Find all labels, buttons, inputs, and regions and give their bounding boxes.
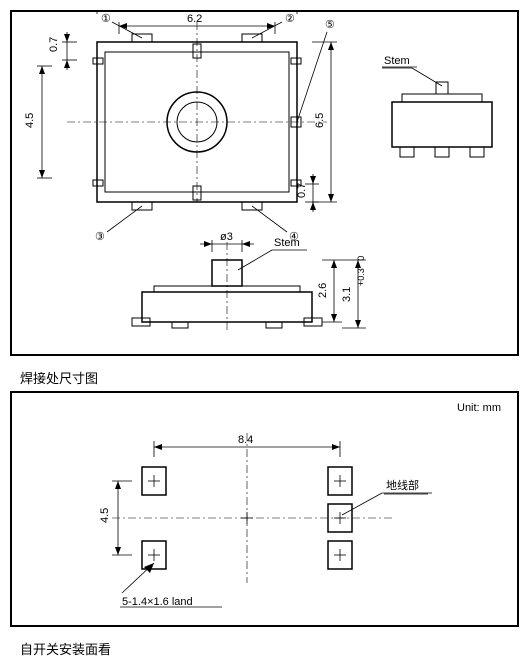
svg-text:6.5: 6.5 — [314, 113, 326, 128]
svg-text:3.1: 3.1 — [341, 287, 353, 302]
svg-text:4.5: 4.5 — [99, 508, 111, 523]
svg-text:ø3: ø3 — [220, 231, 233, 243]
pad-note: 5-1.4×1.6 land — [122, 596, 193, 608]
top-drawing-svg: ① ② ③ ④ ⑤ 8 6.2 0.7 — [12, 12, 517, 354]
pin-2: ② — [285, 13, 295, 25]
plan-view: ① ② ③ ④ ⑤ 8 6.2 0.7 — [24, 12, 337, 243]
bottom-drawing-panel: Unit: mm 8.4 — [10, 391, 519, 627]
view-label: 自开关安装面看 — [20, 639, 519, 658]
svg-text:0.7: 0.7 — [296, 183, 308, 198]
pin-callouts: ① ② ③ ④ ⑤ — [95, 13, 335, 243]
bottom-drawing-svg: Unit: mm 8.4 — [12, 393, 517, 625]
dim-3p1: 3.1 +0.3 0 — [341, 256, 366, 328]
dim-0p7-top: 0.7 — [48, 32, 77, 70]
bottom-title: 焊接处尺寸图 — [20, 368, 519, 387]
svg-text:2.6: 2.6 — [317, 283, 329, 298]
tol-text: +0.3 0 — [356, 256, 366, 286]
front-view: ø3 Stem 2.6 3.1 +0.3 0 — [132, 231, 366, 332]
land-pattern: 8.4 4.5 地线部 5-1.4×1.6 land — [99, 433, 432, 608]
dim-2p6: 2.6 — [317, 260, 342, 322]
unit-label: Unit: mm — [457, 402, 501, 414]
pin-1: ① — [101, 13, 111, 25]
svg-text:8.4: 8.4 — [238, 434, 253, 446]
pin-5: ⑤ — [325, 19, 335, 31]
dim-4p5: 4.5 — [24, 66, 52, 178]
pin-3: ③ — [95, 231, 105, 243]
svg-text:0.7: 0.7 — [48, 37, 60, 52]
stem-label-side: Stem — [384, 55, 410, 67]
ground-label: 地线部 — [386, 478, 419, 492]
stem-label-front: Stem — [274, 237, 300, 249]
svg-text:4.5: 4.5 — [24, 113, 36, 128]
svg-text:6.2: 6.2 — [187, 13, 202, 25]
dim-width-6p2: 6.2 — [119, 13, 275, 34]
side-view: Stem — [382, 55, 492, 157]
top-drawing-panel: ① ② ③ ④ ⑤ 8 6.2 0.7 — [10, 10, 519, 356]
